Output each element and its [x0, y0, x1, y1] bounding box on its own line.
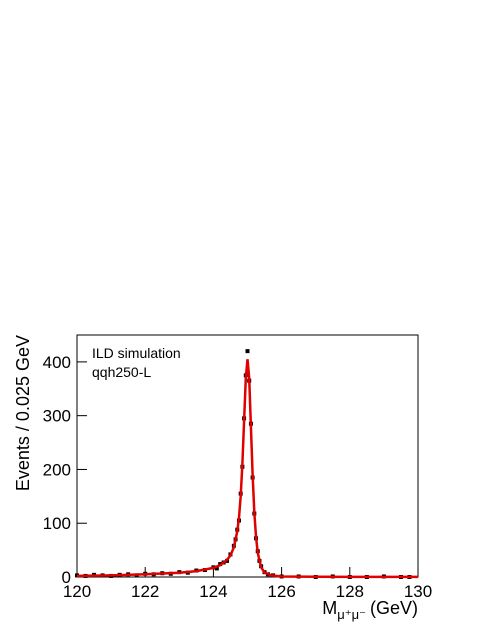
data-point [245, 349, 250, 354]
y-axis-label: Events / 0.025 GeV [13, 335, 33, 491]
x-axis-label: Mμ⁺μ⁻ (GeV) [322, 598, 418, 622]
y-tick-label: 200 [43, 460, 71, 479]
plot-frame [76, 334, 419, 578]
x-tick-label: 124 [199, 582, 227, 601]
fit-line [76, 359, 419, 579]
annotation: qqh250-L [92, 364, 151, 380]
annotation: ILD simulation [92, 345, 181, 361]
data-point [214, 566, 219, 571]
y-tick-label: 300 [43, 407, 71, 426]
x-label-main: M [322, 598, 337, 618]
y-tick-label: 100 [43, 514, 71, 533]
y-tick-label: 0 [62, 568, 71, 587]
x-tick-label: 122 [131, 582, 159, 601]
x-tick-label: 120 [63, 582, 91, 601]
y-tick-label: 400 [43, 353, 71, 372]
x-label-subscript: μ⁺μ⁻ [337, 607, 366, 622]
x-tick-label: 128 [336, 582, 364, 601]
x-label-unit: (GeV) [370, 598, 418, 618]
x-tick-label: 130 [404, 582, 432, 601]
x-tick-label: 126 [267, 582, 295, 601]
